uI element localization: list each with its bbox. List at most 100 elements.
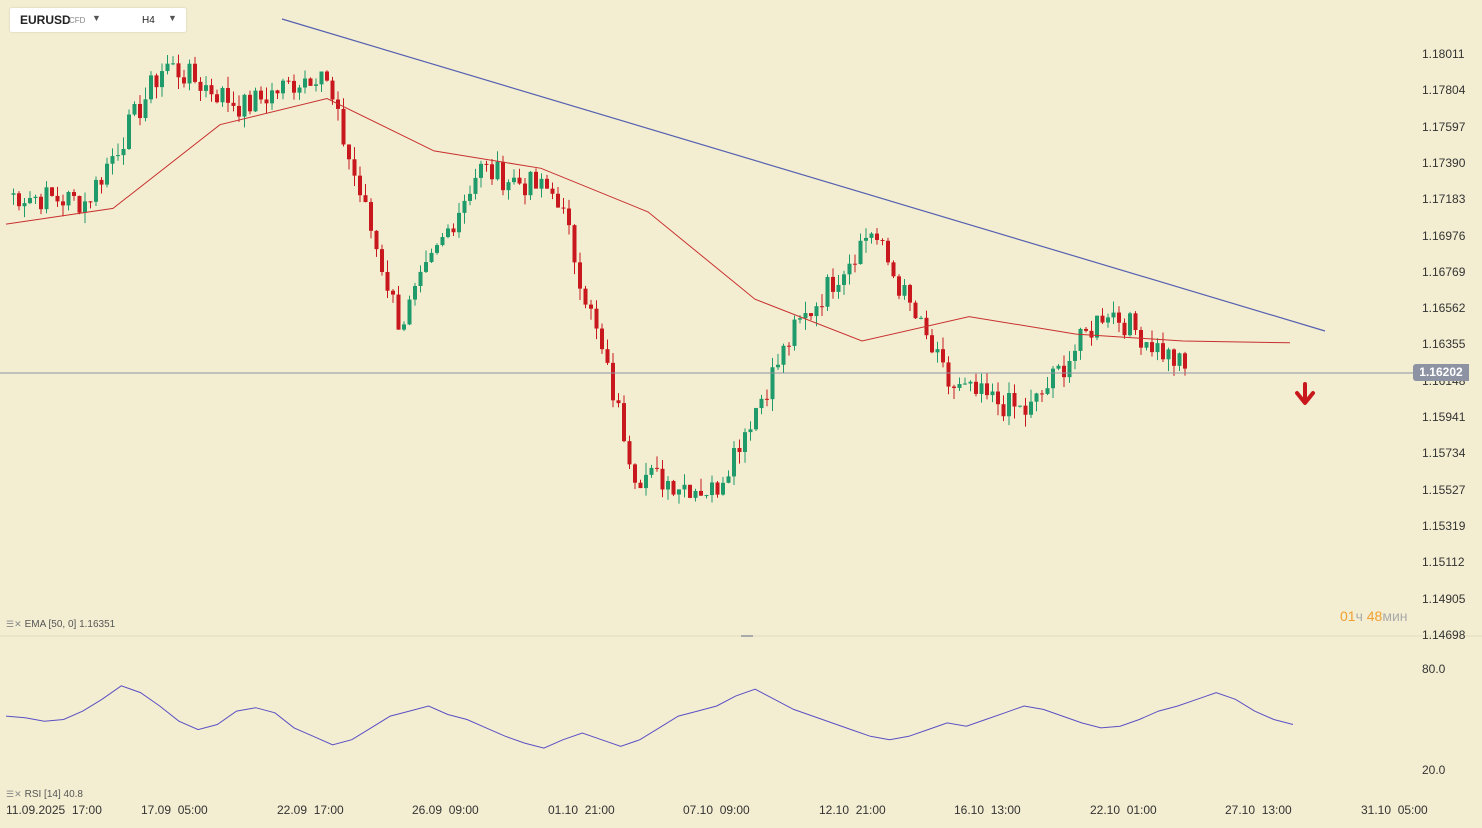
- candle-up: [803, 313, 808, 319]
- ema-label-text: EMA [50, 0] 1.16351: [24, 619, 116, 630]
- indicator-menu-icon[interactable]: ☰✕: [6, 619, 22, 629]
- candle-up: [495, 161, 500, 180]
- candle-down: [946, 362, 951, 387]
- candle-up: [83, 201, 87, 213]
- candle-down: [880, 240, 885, 242]
- candle-down: [363, 195, 368, 203]
- candle-up: [836, 284, 841, 292]
- candle-down: [1133, 313, 1138, 331]
- candle-down: [1183, 353, 1187, 369]
- candle-up: [935, 349, 940, 353]
- candle-up: [710, 482, 714, 496]
- candle-up: [1166, 349, 1171, 360]
- price-tick-label: 1.15941: [1422, 410, 1466, 424]
- candle-up: [858, 240, 863, 265]
- indicator-menu-icon[interactable]: ☰✕: [6, 789, 22, 799]
- candle-down: [391, 290, 395, 295]
- candle-up: [160, 71, 164, 88]
- price-tick-label: 1.16976: [1422, 228, 1466, 243]
- candle-down: [286, 80, 291, 82]
- candle-up: [1018, 405, 1022, 407]
- timeframe-dropdown-icon[interactable]: ▼: [168, 13, 177, 23]
- candle-up: [1067, 360, 1072, 378]
- candle-up: [402, 324, 406, 330]
- candle-up: [440, 237, 445, 246]
- candle-up: [743, 432, 747, 452]
- candle-down: [671, 480, 676, 495]
- candle-down: [996, 391, 1000, 405]
- candle-down: [17, 193, 21, 207]
- candle-down: [1023, 405, 1028, 415]
- candle-up: [187, 63, 192, 84]
- candle-up: [1051, 368, 1055, 389]
- ema-indicator-label[interactable]: ☰✕ EMA [50, 0] 1.16351: [6, 619, 115, 630]
- price-tick-label: 1.18011: [1422, 47, 1465, 61]
- candle-up: [314, 84, 318, 86]
- rsi-label-text: RSI [14] 40.8: [24, 789, 83, 800]
- candle-up: [220, 88, 225, 103]
- candle-down: [737, 447, 742, 452]
- symbol-dropdown-icon[interactable]: ▼: [92, 13, 101, 23]
- rsi-line: [5, 685, 1294, 749]
- price-tick-label: 1.17183: [1422, 192, 1466, 207]
- current-price-label: 1.16202: [1413, 364, 1469, 381]
- candle-up: [33, 196, 38, 199]
- candle-up: [1177, 353, 1182, 366]
- candle-up: [270, 90, 274, 104]
- candle-up: [919, 317, 923, 319]
- candle-down: [913, 302, 918, 319]
- candle-up: [798, 318, 802, 320]
- candle-down: [1139, 330, 1143, 348]
- candle-down: [517, 177, 522, 184]
- rsi-indicator-label[interactable]: ☰✕ RSI [14] 40.8: [6, 789, 83, 800]
- candle-up: [457, 212, 461, 233]
- timer-minutes: 48: [1366, 608, 1383, 624]
- candle-down: [611, 362, 615, 401]
- candle-down: [583, 288, 588, 305]
- candle-down: [534, 171, 538, 189]
- candle-up: [253, 90, 258, 112]
- candle-down: [154, 75, 159, 88]
- candle-up: [1029, 401, 1033, 415]
- candle-up: [319, 71, 324, 85]
- chart-toolbar: EURUSD CFD ▼ H4 ▼: [10, 8, 186, 32]
- candle-down: [275, 90, 280, 94]
- time-tick-label: 01.10 21:00: [548, 803, 615, 817]
- candle-down: [765, 398, 769, 400]
- trendline[interactable]: [281, 18, 1326, 332]
- candle-down: [325, 71, 329, 81]
- candle-up: [512, 177, 516, 183]
- candle-down: [72, 192, 76, 196]
- pane-resize-handle[interactable]: [741, 635, 753, 637]
- symbol-type: CFD: [69, 16, 86, 25]
- candle-down: [55, 195, 60, 202]
- candle-down: [578, 262, 582, 289]
- candle-down: [600, 328, 604, 350]
- candle-down: [396, 294, 401, 330]
- candle-up: [864, 237, 868, 241]
- candle-up: [1095, 315, 1099, 338]
- down-arrow-icon: [1295, 382, 1315, 405]
- candle-down: [484, 163, 489, 165]
- candle-up: [1155, 343, 1160, 353]
- candle-down: [369, 202, 373, 231]
- candle-up: [792, 319, 797, 346]
- timeframe-selector[interactable]: H4: [142, 15, 155, 26]
- candle-down: [1122, 322, 1127, 336]
- candle-down: [787, 345, 791, 347]
- candle-down: [330, 80, 335, 100]
- candle-down: [985, 383, 989, 396]
- candle-down: [1117, 312, 1121, 323]
- candle-up: [693, 490, 698, 498]
- candle-up: [704, 495, 709, 497]
- candle-up: [847, 263, 852, 275]
- candle-up: [990, 391, 995, 396]
- candle-down: [572, 225, 577, 263]
- symbol-name[interactable]: EURUSD: [20, 13, 71, 27]
- candle-up: [759, 398, 764, 409]
- candle-up: [462, 200, 467, 213]
- candle-up: [979, 383, 984, 394]
- candle-down: [589, 304, 593, 309]
- candle-up: [1078, 328, 1083, 351]
